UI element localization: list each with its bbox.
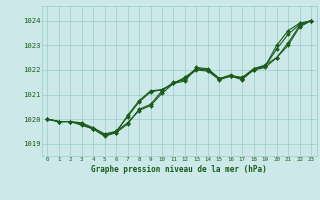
X-axis label: Graphe pression niveau de la mer (hPa): Graphe pression niveau de la mer (hPa) bbox=[91, 165, 267, 174]
